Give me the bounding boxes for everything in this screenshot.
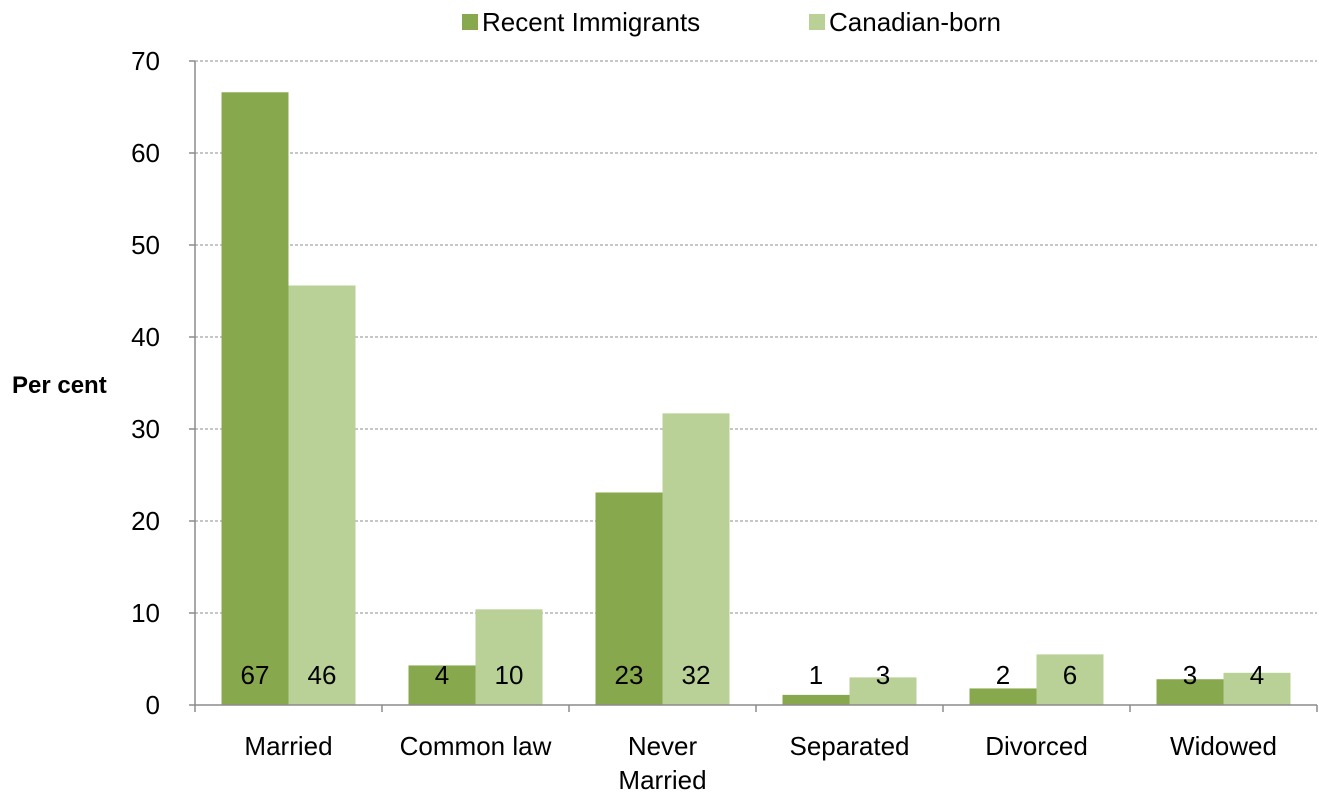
category-label: Common law [400,731,552,761]
legend-swatch [809,14,825,30]
legend-label: Canadian-born [829,7,1001,37]
category-label: Never Married [618,731,706,795]
data-label: 4 [435,660,449,690]
data-label: 6 [1063,660,1077,690]
data-label: 10 [495,660,524,690]
y-tick-labels: 0 10 20 30 40 50 60 70 [131,46,160,720]
bar [475,609,543,705]
bar [221,92,289,705]
y-tick-label: 20 [131,506,160,536]
data-label: 3 [1183,660,1197,690]
y-tick-label: 0 [146,690,160,720]
bar [969,688,1037,705]
data-label: 2 [996,660,1010,690]
bar [662,413,730,705]
legend-label: Recent Immigrants [482,7,700,37]
data-label: 4 [1250,660,1264,690]
bar [595,492,663,705]
data-label: 1 [809,660,823,690]
bar [782,694,850,705]
data-label: 67 [241,660,270,690]
data-labels: 67 4 23 1 2 346 10 32 3 6 4 [241,660,1265,690]
bars [221,92,1291,705]
gridlines [195,60,1317,614]
data-label: 32 [682,660,711,690]
y-tick-label: 70 [131,46,160,76]
axes [189,60,1318,712]
bar [1156,679,1224,705]
y-tick-label: 50 [131,230,160,260]
data-label: 46 [308,660,337,690]
y-tick-label: 60 [131,138,160,168]
data-label: 23 [615,660,644,690]
category-label: Separated [790,731,910,761]
bar [849,677,917,705]
y-tick-label: 10 [131,598,160,628]
category-label: Widowed [1170,731,1277,761]
legend: Recent Immigrants Canadian-born [462,7,1001,37]
y-tick-label: 40 [131,322,160,352]
bar [1036,654,1104,705]
category-labels: Married Common law Never Married Separated Di… [244,731,1277,795]
bar [408,665,476,705]
y-axis-title: Per cent [12,372,107,399]
category-label: Married [244,731,332,761]
data-label: 3 [876,660,890,690]
y-tick-label: 30 [131,414,160,444]
category-label: Divorced [985,731,1088,761]
legend-swatch [462,14,478,30]
bar [288,285,356,705]
bar [1223,672,1291,705]
